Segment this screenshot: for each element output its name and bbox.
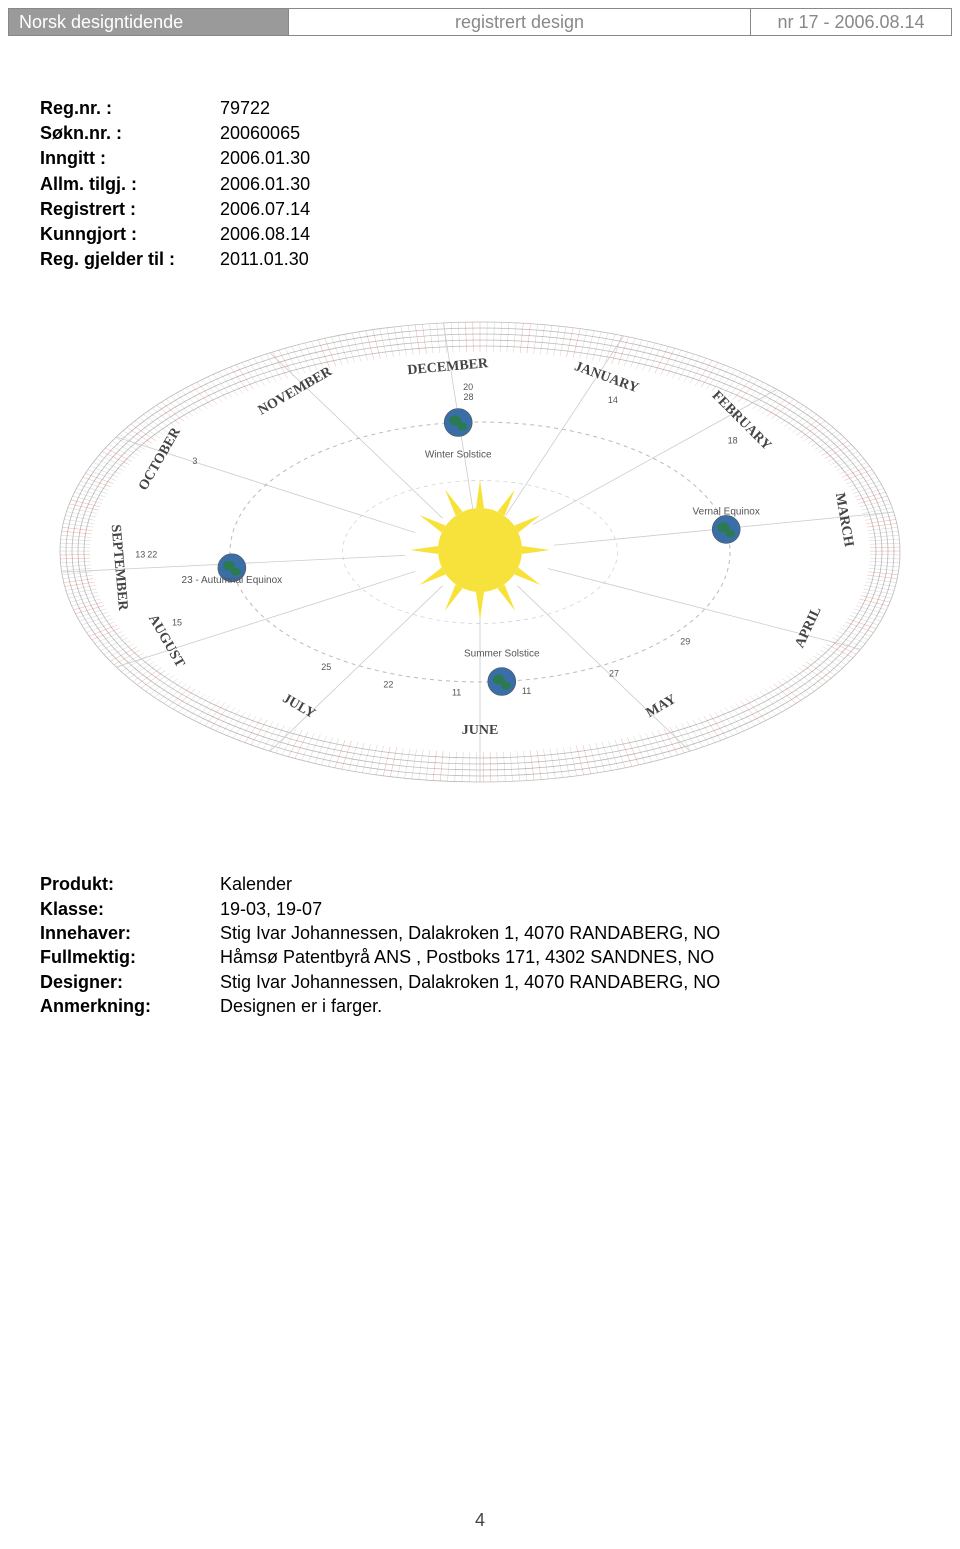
details-value: 19-03, 19-07 [220, 897, 920, 921]
registration-label: Kunngjort : [40, 222, 220, 247]
registration-value: 2006.07.14 [220, 197, 310, 222]
svg-text:14: 14 [608, 395, 618, 405]
details-label: Anmerkning: [40, 994, 220, 1018]
registration-value: 2006.08.14 [220, 222, 310, 247]
svg-text:OCTOBER: OCTOBER [136, 425, 184, 494]
details-row: Fullmektig:Håmsø Patentbyrå ANS , Postbo… [40, 945, 920, 969]
svg-text:3: 3 [192, 456, 197, 466]
registration-row: Kunngjort :2006.08.14 [40, 222, 920, 247]
svg-text:11: 11 [452, 688, 461, 698]
svg-text:Winter Solstice: Winter Solstice [425, 450, 492, 461]
svg-text:20: 20 [463, 382, 473, 392]
svg-text:18: 18 [728, 436, 738, 446]
svg-text:SEPTEMBER: SEPTEMBER [108, 524, 131, 612]
registration-row: Reg. gjelder til :2011.01.30 [40, 247, 920, 272]
details-row: Designer:Stig Ivar Johannessen, Dalakrok… [40, 970, 920, 994]
registration-block: Reg.nr. :79722Søkn.nr. :20060065Inngitt … [40, 96, 920, 272]
details-value: Stig Ivar Johannessen, Dalakroken 1, 407… [220, 970, 920, 994]
page-number: 4 [0, 1510, 960, 1531]
registration-value: 2006.01.30 [220, 146, 310, 171]
svg-text:DECEMBER: DECEMBER [407, 356, 490, 378]
details-value: Stig Ivar Johannessen, Dalakroken 1, 407… [220, 921, 920, 945]
svg-text:11: 11 [522, 686, 531, 696]
svg-text:29: 29 [680, 637, 690, 647]
svg-text:Summer Solstice: Summer Solstice [464, 649, 540, 660]
svg-text:JULY: JULY [280, 692, 318, 723]
calendar-diagram: JANUARY14 FEBRUARY18 MARCH APRIL MAY JUNE JULY… [40, 292, 920, 832]
details-block: Produkt:KalenderKlasse:19-03, 19-07Inneh… [40, 872, 920, 1018]
svg-text:FEBRUARY: FEBRUARY [709, 389, 774, 454]
svg-text:JANUARY: JANUARY [572, 359, 640, 396]
registration-label: Reg.nr. : [40, 96, 220, 121]
svg-text:JUNE: JUNE [462, 723, 499, 738]
details-label: Produkt: [40, 872, 220, 896]
svg-text:28: 28 [464, 392, 474, 402]
details-value: Kalender [220, 872, 920, 896]
registration-label: Søkn.nr. : [40, 121, 220, 146]
details-label: Innehaver: [40, 921, 220, 945]
registration-row: Registrert :2006.07.14 [40, 197, 920, 222]
registration-value: 2006.01.30 [220, 172, 310, 197]
svg-text:MARCH: MARCH [832, 492, 856, 548]
header-title-mid: registrert design [289, 9, 751, 35]
registration-row: Reg.nr. :79722 [40, 96, 920, 121]
svg-text:Vernal Equinox: Vernal Equinox [693, 507, 760, 518]
registration-row: Inngitt :2006.01.30 [40, 146, 920, 171]
header-title-right: nr 17 - 2006.08.14 [751, 9, 951, 35]
registration-label: Reg. gjelder til : [40, 247, 220, 272]
svg-text:22: 22 [147, 550, 157, 560]
svg-text:APRIL: APRIL [793, 605, 825, 651]
svg-text:22: 22 [383, 680, 393, 690]
details-row: Anmerkning:Designen er i farger. [40, 994, 920, 1018]
svg-text:23 - Autumnal Equinox: 23 - Autumnal Equinox [182, 575, 283, 586]
registration-row: Allm. tilgj. :2006.01.30 [40, 172, 920, 197]
svg-text:13: 13 [135, 550, 145, 560]
page-header: Norsk designtidende registrert design nr… [8, 8, 952, 36]
details-label: Klasse: [40, 897, 220, 921]
details-label: Designer: [40, 970, 220, 994]
registration-row: Søkn.nr. :20060065 [40, 121, 920, 146]
details-value: Designen er i farger. [220, 994, 920, 1018]
details-value: Håmsø Patentbyrå ANS , Postboks 171, 430… [220, 945, 920, 969]
details-label: Fullmektig: [40, 945, 220, 969]
details-row: Innehaver:Stig Ivar Johannessen, Dalakro… [40, 921, 920, 945]
registration-value: 20060065 [220, 121, 300, 146]
svg-text:MAY: MAY [644, 692, 679, 721]
registration-label: Registrert : [40, 197, 220, 222]
registration-label: Allm. tilgj. : [40, 172, 220, 197]
registration-label: Inngitt : [40, 146, 220, 171]
registration-value: 2011.01.30 [220, 247, 309, 272]
details-row: Produkt:Kalender [40, 872, 920, 896]
header-title-left: Norsk designtidende [9, 9, 289, 35]
svg-text:15: 15 [172, 618, 182, 628]
details-row: Klasse:19-03, 19-07 [40, 897, 920, 921]
registration-value: 79722 [220, 96, 270, 121]
svg-text:27: 27 [609, 669, 619, 679]
svg-text:25: 25 [321, 662, 331, 672]
